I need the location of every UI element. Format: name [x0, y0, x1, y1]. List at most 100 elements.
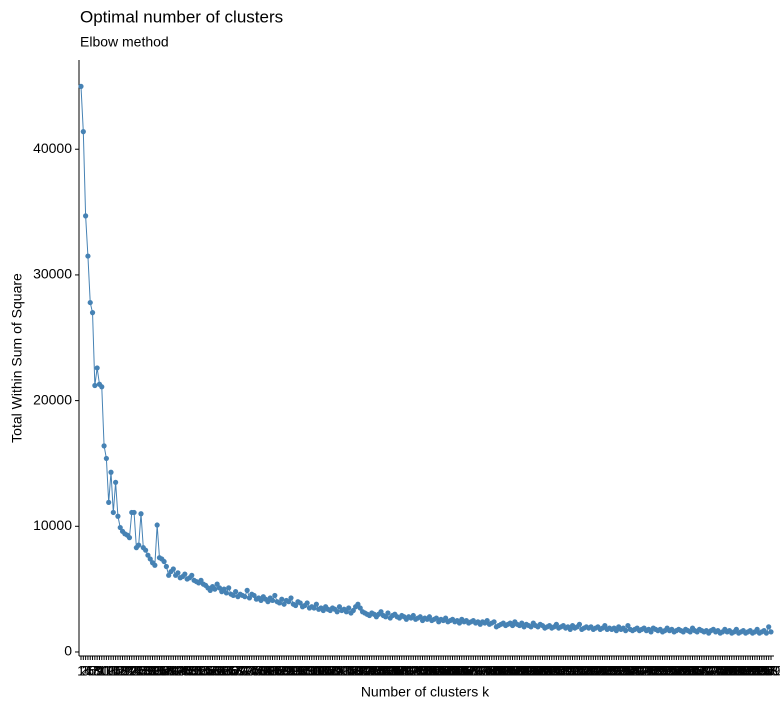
x-tick-label: 87: [272, 663, 288, 679]
x-tick-label: 102: [302, 663, 326, 679]
x-tick-label: 68: [228, 663, 244, 679]
data-point: [346, 605, 352, 611]
data-point: [766, 624, 772, 630]
x-tick-label: 90: [279, 663, 295, 679]
x-tick-label: 46: [177, 663, 193, 679]
x-tick-label: 295: [748, 663, 772, 679]
data-point: [251, 592, 257, 599]
data-point: [143, 547, 149, 553]
x-tick-label: 154: [422, 663, 446, 679]
data-point: [281, 601, 287, 607]
data-point: [417, 614, 423, 620]
x-tick-label: 293: [743, 663, 767, 679]
x-tick-label: 220: [575, 663, 599, 679]
x-tick-label: 70: [232, 663, 248, 679]
x-tick-label: 121: [346, 663, 370, 679]
x-tick-label: 268: [685, 663, 709, 679]
data-point: [246, 595, 253, 601]
x-tick-label: 95: [290, 663, 306, 679]
x-tick-label: 230: [598, 663, 622, 679]
data-point: [648, 629, 654, 635]
x-tick-label: 98: [297, 663, 313, 679]
x-tick-label: 119: [342, 663, 365, 679]
x-tick-label: 202: [533, 663, 557, 679]
x-tick-label: 103: [305, 663, 329, 679]
x-tick-label: 42: [168, 663, 184, 679]
x-tick-label: 24: [126, 663, 142, 679]
x-tick-label: 131: [369, 663, 393, 679]
data-point: [355, 601, 361, 607]
data-point: [212, 586, 218, 592]
data-point: [385, 610, 391, 616]
data-point: [258, 597, 264, 604]
x-tick-label: 219: [572, 663, 596, 679]
data-point: [602, 622, 608, 629]
y-tick-label: 20000: [33, 391, 72, 407]
x-tick-label: 164: [445, 663, 469, 679]
data-point: [78, 83, 84, 89]
x-tick-label: 183: [489, 663, 513, 679]
x-tick-label: 260: [667, 663, 691, 679]
data-point: [269, 597, 276, 604]
x-tick-label: 9: [96, 663, 104, 679]
data-point: [145, 552, 151, 558]
x-tick-label: 255: [655, 663, 679, 679]
x-tick-label: 79: [253, 663, 269, 679]
x-tick-label: 187: [499, 663, 523, 679]
x-tick-label: 170: [459, 663, 483, 679]
x-tick-label: 243: [628, 663, 652, 679]
x-tick-label: 256: [658, 663, 682, 679]
x-tick-label: 200: [529, 663, 553, 679]
data-point: [687, 629, 693, 635]
x-tick-label: 28: [136, 663, 152, 679]
x-tick-label: 71: [235, 663, 251, 679]
x-tick-label: 118: [340, 663, 363, 679]
data-point: [733, 626, 739, 632]
x-tick-label: 163: [443, 663, 467, 679]
x-tick-label: 84: [265, 663, 281, 679]
x-tick-label: 132: [372, 663, 396, 679]
x-tick-label: 300: [759, 663, 780, 679]
data-point: [613, 628, 619, 634]
x-tick-label: 124: [353, 663, 377, 679]
x-tick-label: 6: [89, 663, 97, 679]
x-tick-label: 171: [462, 663, 486, 679]
x-tick-label: 138: [385, 663, 409, 679]
x-tick-label: 146: [404, 663, 428, 679]
data-point: [297, 600, 303, 606]
x-tick-label: 210: [552, 663, 576, 679]
data-point: [553, 621, 559, 627]
x-tick-label: 93: [286, 663, 302, 679]
x-tick-label: 257: [660, 663, 684, 679]
x-tick-label: 113: [328, 663, 351, 679]
x-tick-label: 180: [482, 663, 506, 679]
x-tick-label: 172: [464, 663, 488, 679]
x-tick-label: 133: [374, 663, 398, 679]
x-tick-label: 177: [475, 663, 499, 679]
data-point: [244, 587, 250, 593]
x-tick-label: 165: [448, 663, 472, 679]
data-point: [233, 589, 239, 595]
x-tick-label: 34: [149, 663, 165, 679]
x-tick-label: 117: [338, 663, 361, 679]
x-tick-label: 141: [392, 663, 416, 679]
x-tick-label: 188: [501, 663, 525, 679]
x-tick-label: 261: [669, 663, 693, 679]
x-tick-label: 49: [184, 663, 200, 679]
x-tick-label: 285: [725, 663, 749, 679]
x-tick-label: 166: [450, 663, 474, 679]
x-tick-label: 167: [452, 663, 476, 679]
x-tick-label: 241: [623, 663, 647, 679]
x-tick-label: 137: [383, 663, 407, 679]
x-tick-label: 44: [172, 663, 188, 679]
x-tick-label: 248: [639, 663, 663, 679]
y-tick-label: 10000: [33, 517, 72, 533]
x-tick-label: 186: [496, 663, 520, 679]
x-tick-label: 225: [586, 663, 610, 679]
x-tick-label: 274: [699, 663, 723, 679]
x-tick-label: 189: [503, 663, 527, 679]
x-tick-label: 184: [492, 663, 516, 679]
x-tick-label: 203: [535, 663, 559, 679]
x-tick-label: 122: [349, 663, 373, 679]
x-tick-label: 127: [360, 663, 384, 679]
